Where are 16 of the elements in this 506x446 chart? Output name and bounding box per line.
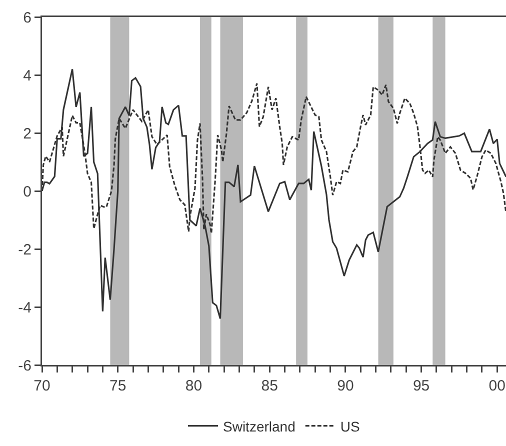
legend-label: US xyxy=(340,418,360,434)
x-tick-label: 85 xyxy=(261,378,278,394)
y-tick-label: 0 xyxy=(23,183,32,200)
y-tick-label: -4 xyxy=(18,299,32,316)
x-tick-label: 00 xyxy=(488,378,506,394)
y-tick-label: -6 xyxy=(18,357,32,374)
x-tick-label: 90 xyxy=(337,378,354,394)
x-tick-label: 95 xyxy=(412,378,430,394)
x-tick-label: 75 xyxy=(110,378,126,394)
y-tick-label: 2 xyxy=(23,125,32,142)
x-tick-label: 80 xyxy=(185,378,202,394)
y-tick-label: 6 xyxy=(23,9,32,26)
legend-label: Switzerland xyxy=(223,418,296,434)
y-tick-label: 4 xyxy=(23,67,32,84)
y-tick-label: -2 xyxy=(18,241,32,258)
x-tick-label: 70 xyxy=(34,378,50,394)
